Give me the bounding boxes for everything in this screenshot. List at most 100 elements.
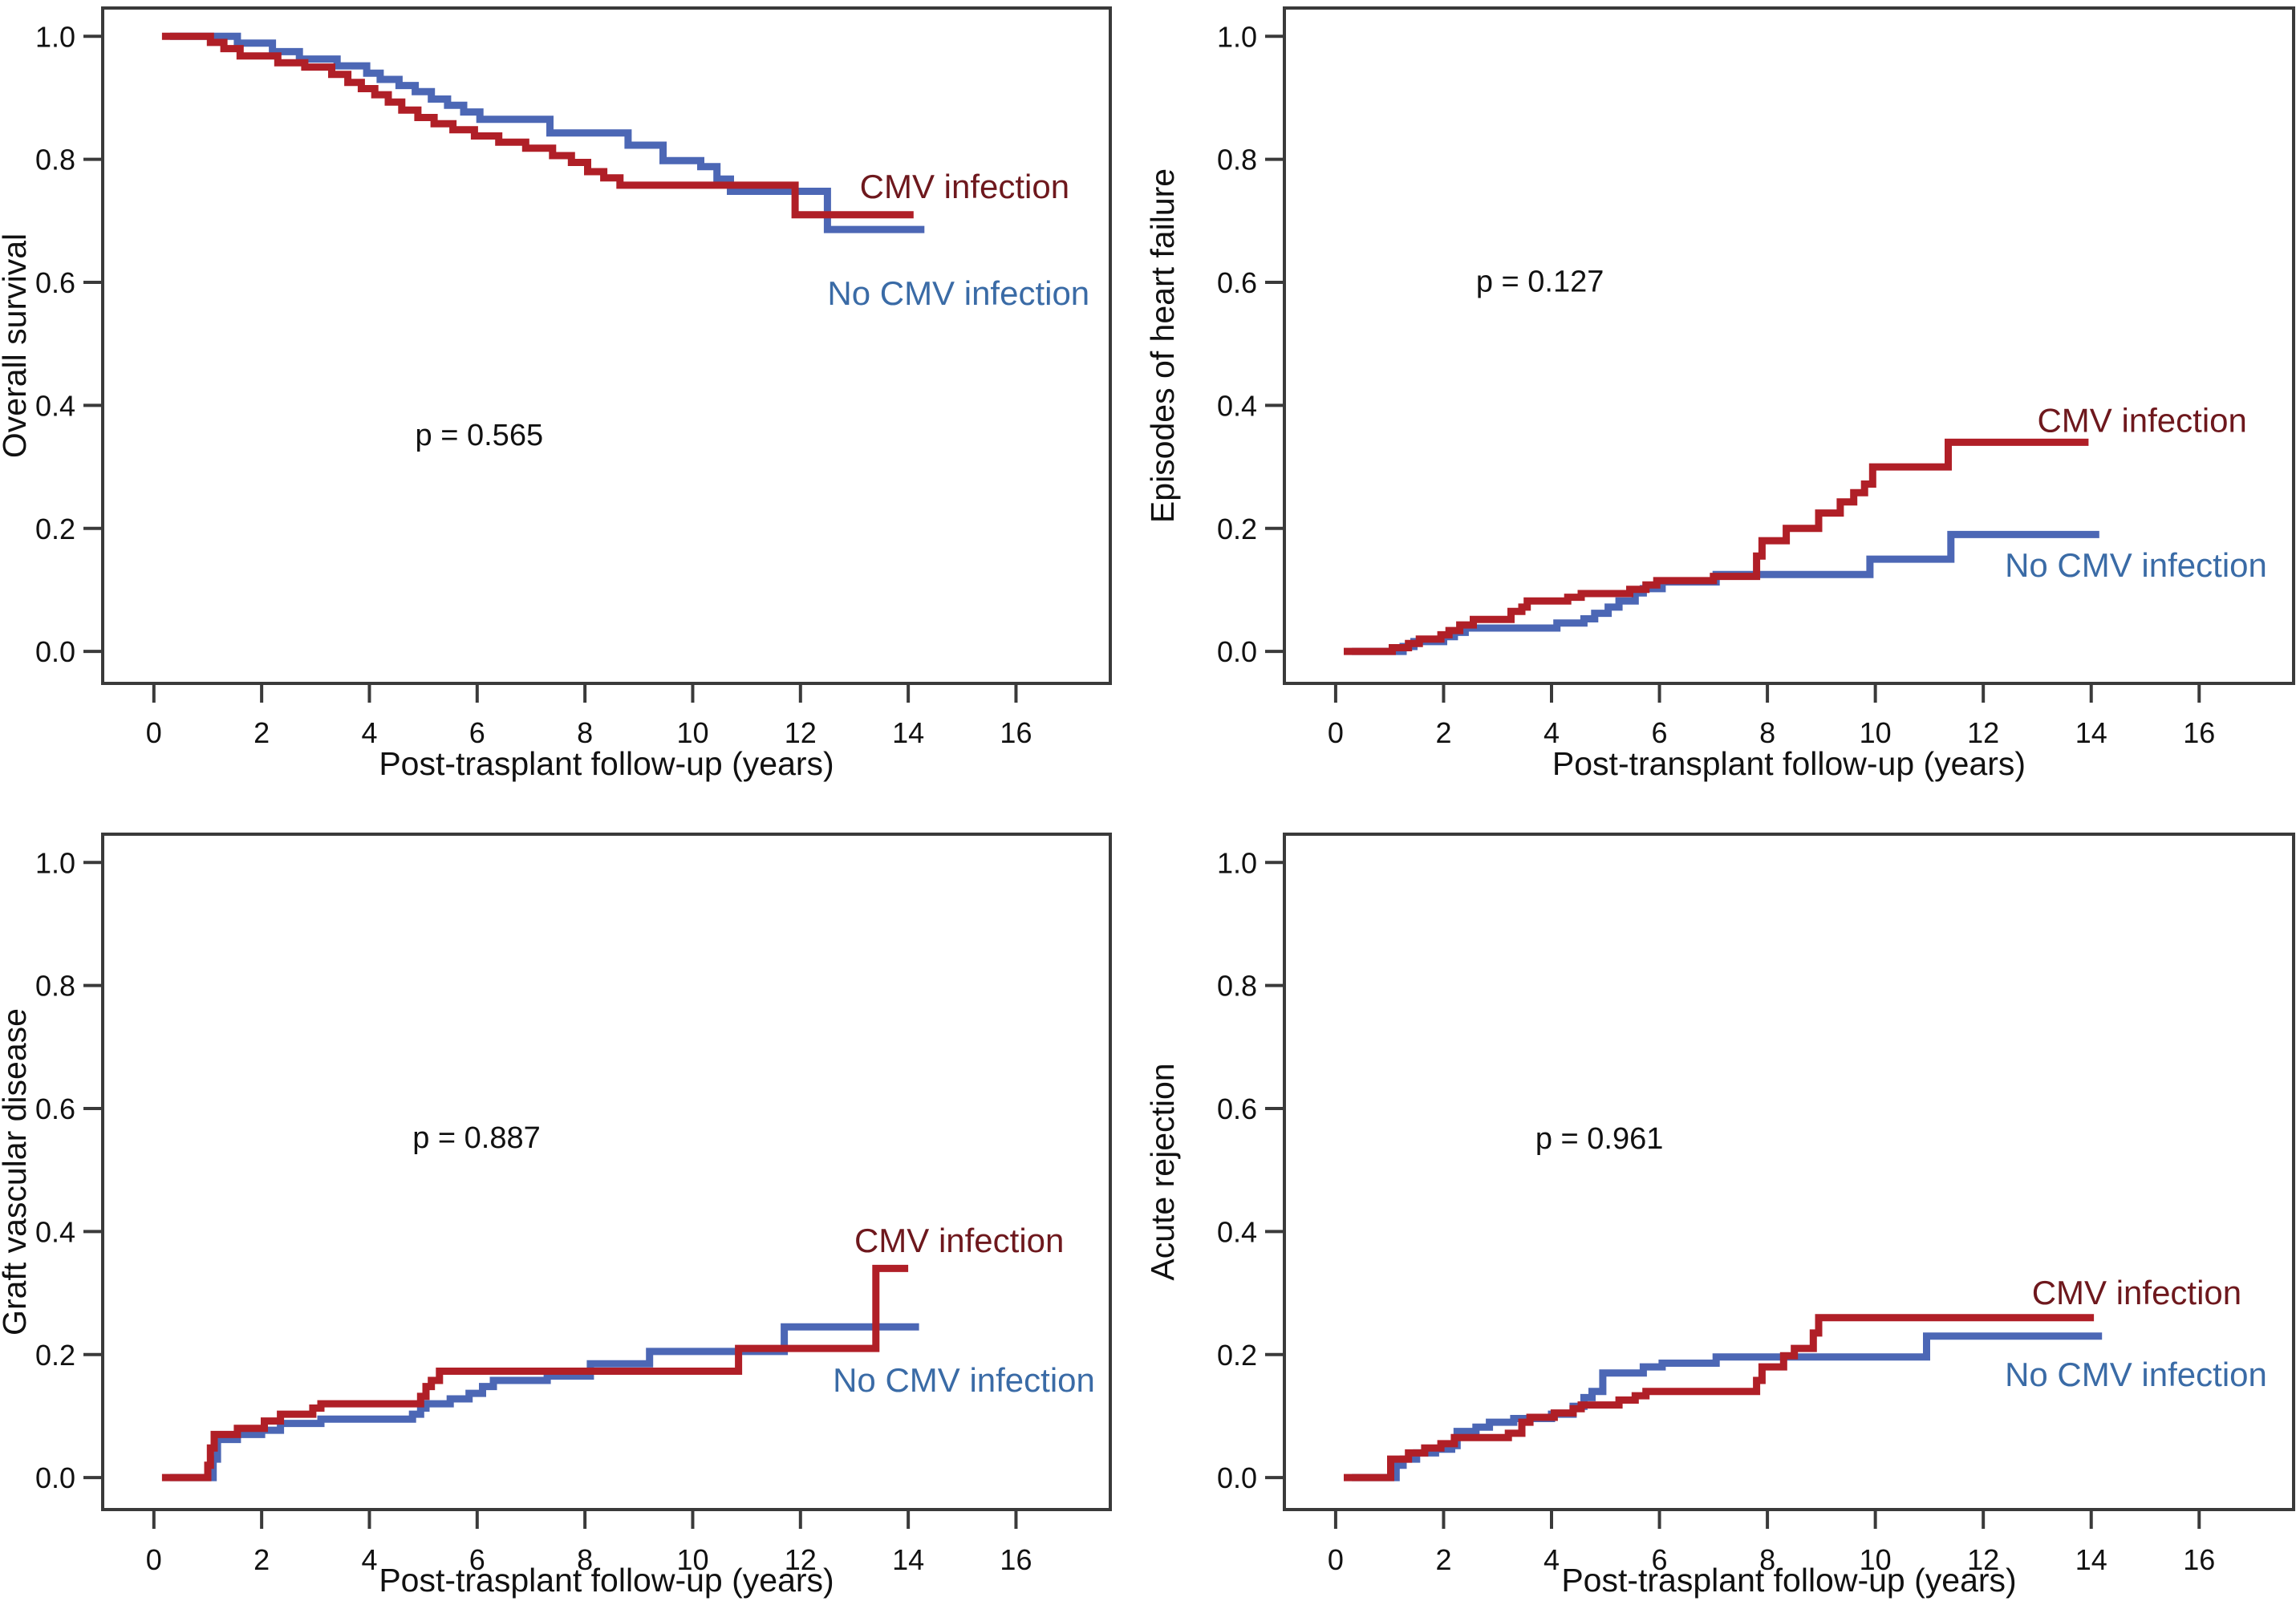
plot-frame bbox=[1283, 833, 2295, 1511]
y-tick-label: 1.0 bbox=[35, 20, 75, 53]
x-tick-label: 10 bbox=[1860, 1543, 1892, 1576]
y-tick-label: 0.0 bbox=[35, 1461, 75, 1494]
p-value-label: p = 0.961 bbox=[1535, 1122, 1664, 1156]
x-tick-label: 0 bbox=[146, 1543, 162, 1576]
x-tick-label: 16 bbox=[2183, 716, 2215, 749]
x-tick-label: 12 bbox=[785, 1543, 817, 1576]
x-tick-label: 4 bbox=[1544, 1543, 1560, 1576]
x-tick-label: 10 bbox=[676, 1543, 708, 1576]
y-tick-label: 1.0 bbox=[35, 846, 75, 879]
x-tick-label: 8 bbox=[1759, 1543, 1775, 1576]
x-tick-label: 8 bbox=[577, 1543, 593, 1576]
series-line-cmv-infection bbox=[1344, 1314, 2095, 1481]
x-tick-label: 12 bbox=[1967, 1543, 1999, 1576]
y-axis-title: Graft vascular disease bbox=[0, 1008, 33, 1336]
x-tick-label: 14 bbox=[2075, 716, 2107, 749]
y-tick-label: 0.2 bbox=[35, 1339, 75, 1372]
x-tick-label: 12 bbox=[785, 716, 817, 749]
x-tick-label: 2 bbox=[254, 716, 270, 749]
y-tick-label: 0.6 bbox=[35, 266, 75, 299]
plot-frame bbox=[101, 6, 1112, 685]
x-axis-title: Post-transplant follow-up (years) bbox=[1552, 745, 2026, 782]
x-tick-label: 0 bbox=[146, 716, 162, 749]
y-tick-label: 0.2 bbox=[35, 513, 75, 545]
x-axis-title: Post-trasplant follow-up (years) bbox=[1561, 1562, 2016, 1599]
series-label-cmv-infection: CMV infection bbox=[2032, 1274, 2241, 1311]
series-line-cmv-infection bbox=[161, 32, 914, 219]
y-tick-label: 0.4 bbox=[35, 389, 75, 422]
y-axis-title: Acute rejection bbox=[1148, 1063, 1181, 1280]
y-tick-label: 0.6 bbox=[1217, 266, 1257, 299]
x-tick-label: 14 bbox=[892, 1543, 924, 1576]
x-tick-label: 2 bbox=[1435, 716, 1451, 749]
x-tick-label: 2 bbox=[1435, 1543, 1451, 1576]
y-tick-label: 1.0 bbox=[1217, 20, 1257, 53]
series-line-no-cmv-infection bbox=[170, 32, 925, 233]
series-line-cmv-infection bbox=[161, 1264, 909, 1481]
series-label-cmv-infection: CMV infection bbox=[2037, 402, 2246, 440]
series-label-no-cmv-infection: No CMV infection bbox=[2005, 546, 2267, 584]
y-tick-label: 0.0 bbox=[1217, 1461, 1257, 1494]
series-line-no-cmv-infection bbox=[1352, 1332, 2103, 1481]
overall-survival-plot: 0 2 4 6 8 10 12 14 16 0.0 0.2 0.4 0.6 0.8 1.0 Overall s… bbox=[0, 6, 1112, 782]
plot-frame bbox=[101, 833, 1112, 1511]
p-value-label: p = 0.127 bbox=[1476, 265, 1604, 299]
x-tick-label: 8 bbox=[577, 716, 593, 749]
series-label-no-cmv-infection: No CMV infection bbox=[2005, 1356, 2267, 1393]
series-label-cmv-infection: CMV infection bbox=[860, 168, 1069, 205]
x-axis-title: Post-trasplant follow-up (years) bbox=[379, 745, 834, 782]
y-tick-label: 0.4 bbox=[1217, 389, 1257, 422]
y-tick-label: 0.8 bbox=[1217, 970, 1257, 1003]
y-tick-label: 0.0 bbox=[1217, 635, 1257, 668]
x-tick-label: 16 bbox=[2183, 1543, 2215, 1576]
y-tick-label: 0.8 bbox=[1217, 144, 1257, 176]
x-tick-label: 4 bbox=[361, 716, 377, 749]
panel-overall-survival: 0 2 4 6 8 10 12 14 16 0.0 0.2 0.4 0.6 0.8 1.0 Overall s… bbox=[0, 0, 1148, 800]
x-tick-label: 6 bbox=[1652, 716, 1668, 749]
y-axis-title: Overall survival bbox=[0, 233, 33, 458]
x-tick-label: 14 bbox=[2075, 1543, 2107, 1576]
series-label-cmv-infection: CMV infection bbox=[854, 1222, 1064, 1259]
y-tick-label: 1.0 bbox=[1217, 846, 1257, 879]
x-tick-label: 4 bbox=[1544, 716, 1560, 749]
x-tick-label: 12 bbox=[1967, 716, 1999, 749]
series-label-no-cmv-infection: No CMV infection bbox=[833, 1361, 1095, 1399]
panel-acute-rejection: 0 2 4 6 8 10 12 14 16 0.0 0.2 0.4 0.6 0.8 1.0 Acute rej… bbox=[1148, 800, 2296, 1601]
graft-vascular-disease-plot: 0 2 4 6 8 10 12 14 16 0.0 0.2 0.4 0.6 0.8 1.0 Graft vas… bbox=[0, 833, 1112, 1599]
y-tick-label: 0.8 bbox=[35, 144, 75, 176]
x-tick-label: 16 bbox=[1000, 716, 1032, 749]
series-line-cmv-infection bbox=[1344, 438, 2089, 655]
x-tick-label: 10 bbox=[676, 716, 708, 749]
series-line-no-cmv-infection bbox=[1352, 530, 2099, 655]
y-tick-label: 0.2 bbox=[1217, 1339, 1257, 1372]
series-label-no-cmv-infection: No CMV infection bbox=[827, 274, 1089, 312]
episodes-of-heart-failure-plot: 0 2 4 6 8 10 12 14 16 0.0 0.2 0.4 0.6 0.8 1.0 Episodes … bbox=[1148, 6, 2295, 782]
x-tick-label: 0 bbox=[1328, 716, 1344, 749]
p-value-label: p = 0.887 bbox=[412, 1121, 541, 1155]
x-tick-label: 0 bbox=[1328, 1543, 1344, 1576]
y-tick-label: 0.4 bbox=[35, 1215, 75, 1248]
plot-frame bbox=[1283, 6, 2295, 685]
y-tick-label: 0.6 bbox=[1217, 1092, 1257, 1125]
y-tick-label: 0.8 bbox=[35, 970, 75, 1003]
y-axis-title: Episodes of heart failure bbox=[1148, 168, 1181, 523]
x-tick-label: 14 bbox=[892, 716, 924, 749]
panel-graft-vascular-disease: 0 2 4 6 8 10 12 14 16 0.0 0.2 0.4 0.6 0.8 1.0 Graft vas… bbox=[0, 800, 1148, 1601]
y-tick-label: 0.4 bbox=[1217, 1215, 1257, 1248]
x-tick-label: 6 bbox=[469, 716, 485, 749]
x-tick-label: 16 bbox=[1000, 1543, 1032, 1576]
x-tick-label: 6 bbox=[1652, 1543, 1668, 1576]
x-tick-label: 4 bbox=[361, 1543, 377, 1576]
x-tick-label: 6 bbox=[469, 1543, 485, 1576]
x-tick-label: 8 bbox=[1759, 716, 1775, 749]
y-tick-label: 0.0 bbox=[35, 635, 75, 668]
y-tick-label: 0.2 bbox=[1217, 513, 1257, 545]
x-tick-label: 10 bbox=[1860, 716, 1892, 749]
y-tick-label: 0.6 bbox=[35, 1092, 75, 1125]
x-tick-label: 2 bbox=[254, 1543, 270, 1576]
acute-rejection-plot: 0 2 4 6 8 10 12 14 16 0.0 0.2 0.4 0.6 0.8 1.0 Acute rej… bbox=[1148, 833, 2295, 1599]
p-value-label: p = 0.565 bbox=[416, 419, 544, 452]
x-axis-title: Post-trasplant follow-up (years) bbox=[379, 1562, 834, 1599]
panel-episodes-of-heart-failure: 0 2 4 6 8 10 12 14 16 0.0 0.2 0.4 0.6 0.8 1.0 Episodes … bbox=[1148, 0, 2296, 800]
